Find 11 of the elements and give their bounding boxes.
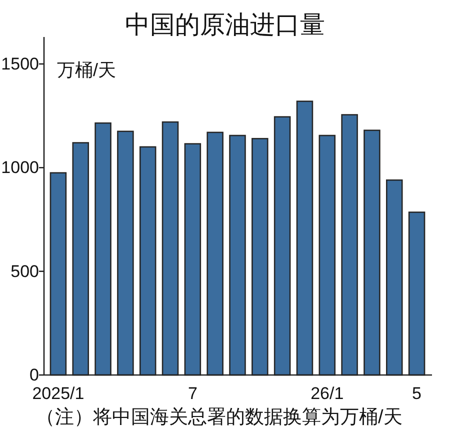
xtick: 5 [412, 384, 422, 403]
xtick: 2025/1 [32, 384, 84, 403]
ytick: 1500 [1, 54, 39, 74]
ytick: 0 [30, 366, 39, 384]
title: 中国的原油进口量 [125, 11, 325, 39]
ylabel: 万桶/天 [57, 60, 116, 80]
xtick: 26/1 [310, 384, 344, 403]
annotation: （注）将中国海关总署的数据换算为万桶/天 [36, 407, 402, 428]
ytick: 500 [10, 262, 39, 281]
xtick: 7 [188, 384, 198, 403]
ytick: 1000 [1, 158, 39, 178]
